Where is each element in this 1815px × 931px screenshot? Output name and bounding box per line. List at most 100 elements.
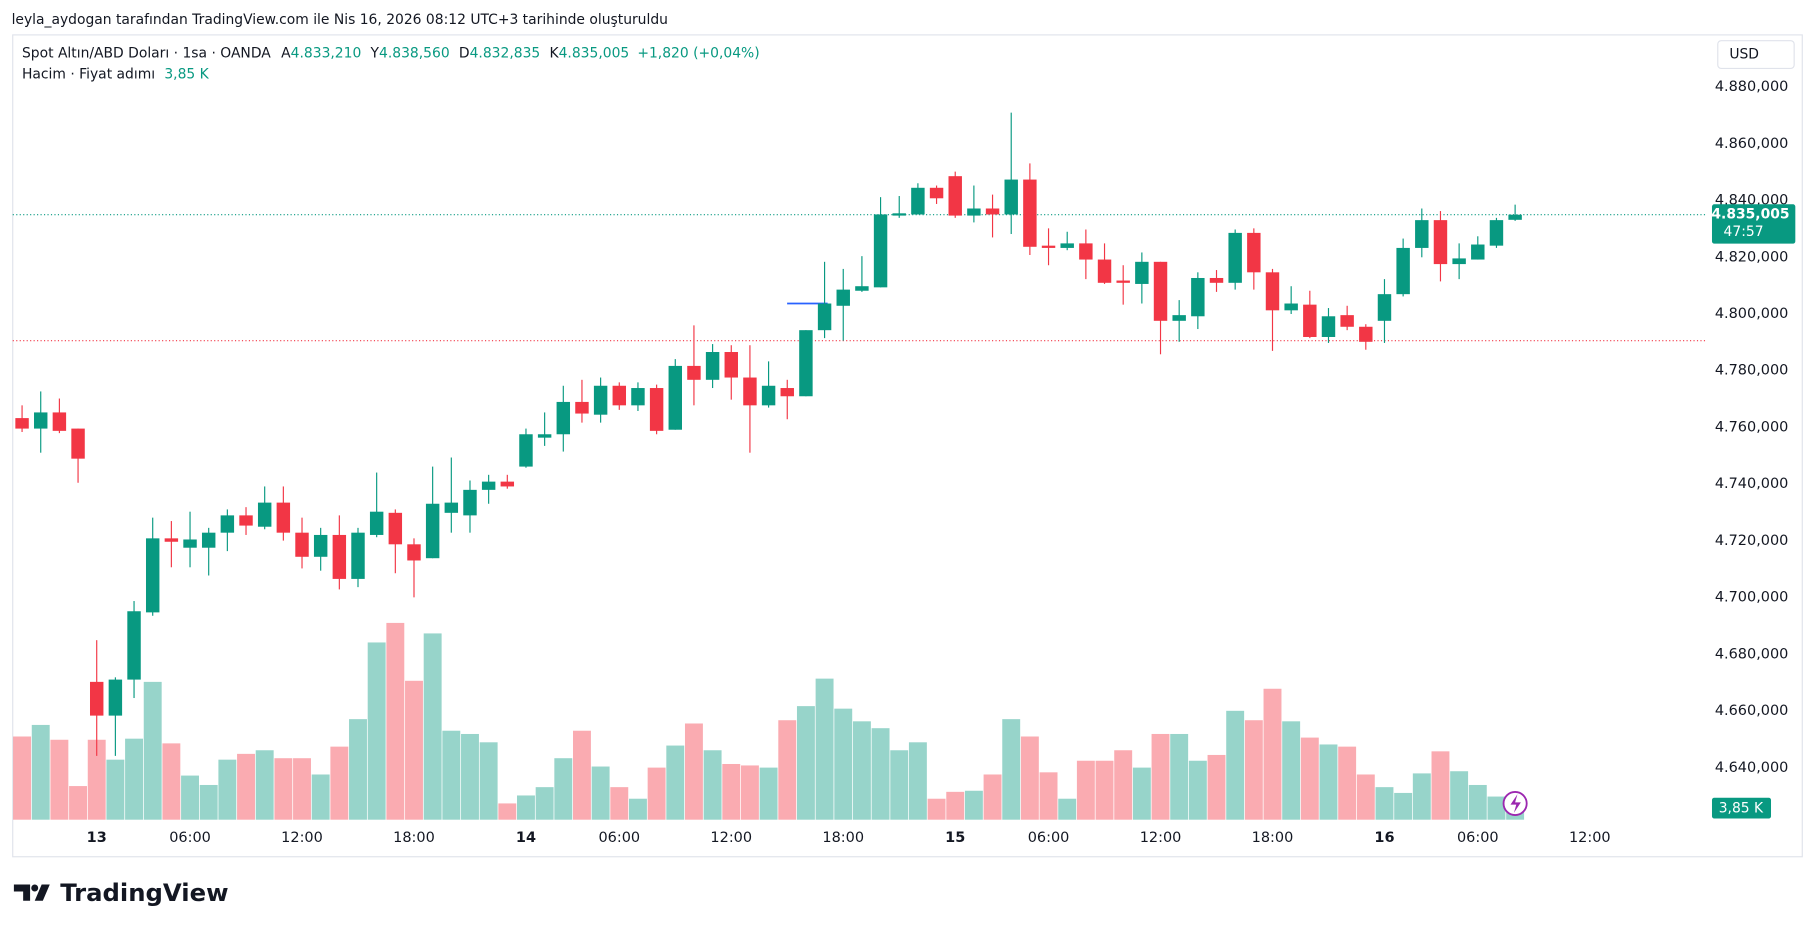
candle-body — [1191, 277, 1205, 317]
volume-bar — [237, 753, 255, 820]
candle-body — [500, 481, 515, 487]
candle-body — [1489, 220, 1504, 246]
candle-body — [855, 286, 869, 291]
legend: Spot Altın/ABD Doları · 1sa · OANDA A4.83… — [22, 45, 760, 82]
candle-body — [817, 303, 832, 331]
candle-body — [929, 187, 944, 199]
legend-key: A — [281, 45, 291, 61]
candle-body — [276, 502, 291, 533]
candle-body — [1284, 303, 1298, 311]
candle-body — [1433, 220, 1448, 265]
candle-body — [1041, 245, 1056, 248]
volume-bar — [1300, 737, 1319, 820]
volume-bar — [1095, 760, 1114, 820]
volume-bar — [927, 798, 946, 820]
candle-body — [1209, 277, 1224, 283]
candle-body — [1153, 261, 1168, 321]
volume-bar — [1020, 736, 1039, 820]
candle-body — [444, 502, 459, 513]
candle-body — [1396, 247, 1410, 295]
candle-body — [519, 434, 533, 467]
logo-text: TradingView — [60, 878, 228, 907]
volume-name: Hacim · Fiyat adımı — [22, 66, 155, 82]
candle-body — [668, 365, 682, 430]
candle-body — [537, 434, 552, 438]
volume-bar — [535, 787, 554, 820]
volume-bar — [946, 791, 965, 820]
candle-body — [257, 502, 272, 527]
candle-body — [220, 515, 235, 533]
candle-body — [1172, 315, 1186, 321]
volume-bar — [703, 750, 722, 820]
logo-mark — [13, 884, 50, 901]
price-badge — [1711, 204, 1796, 244]
volume-bar — [423, 633, 442, 820]
candle-body — [164, 538, 179, 542]
legend-name: Spot Altın/ABD Doları · 1sa · OANDA — [22, 45, 271, 61]
candle-body — [1023, 179, 1037, 247]
volume-bar — [1226, 710, 1245, 820]
x-tick-label: 14 — [516, 830, 536, 846]
x-tick-label: 12:00 — [1140, 830, 1182, 846]
currency: USD — [1729, 47, 1759, 63]
legend-key: K — [550, 45, 560, 61]
candle-body — [351, 532, 365, 579]
volume-bar — [498, 803, 517, 820]
volume-bar — [778, 720, 797, 820]
candle-body — [388, 512, 403, 545]
x-tick-label: 06:00 — [1457, 830, 1499, 846]
candle-body — [34, 412, 48, 429]
volume-bar — [162, 743, 181, 820]
candle-body — [1321, 316, 1336, 337]
candle-body — [593, 385, 608, 415]
candle-body — [967, 208, 981, 216]
currency-button[interactable] — [1717, 40, 1795, 70]
candle-body — [52, 412, 67, 431]
candle-body — [649, 388, 664, 431]
candle-body — [183, 539, 197, 548]
header: leyla_aydogan tarafından TradingView.com… — [12, 12, 668, 28]
candle-body — [724, 352, 738, 378]
legend-key: Y — [370, 45, 380, 61]
volume-bar — [1468, 784, 1487, 820]
candle-body — [799, 330, 813, 397]
legend-line: Spot Altın/ABD Doları · 1sa · OANDA A4.83… — [22, 45, 760, 61]
volume-bar — [908, 742, 927, 820]
volume-bar — [684, 723, 703, 820]
volume-bar — [1132, 767, 1151, 820]
x-tick-label: 06:00 — [169, 830, 211, 846]
y-tick-label: 4.780,000 — [1715, 363, 1789, 379]
candle-body — [892, 213, 906, 216]
volume-bar — [1394, 792, 1413, 820]
volume-bar — [1039, 772, 1058, 820]
candle-body — [127, 611, 141, 680]
candle-body — [1135, 261, 1149, 284]
volume-bar — [1058, 798, 1077, 820]
candle-body — [1247, 232, 1261, 273]
y-tick-label: 4.640,000 — [1715, 760, 1789, 776]
volume-bar — [815, 678, 834, 820]
volume-bar — [1356, 774, 1375, 820]
volume-bar — [181, 775, 199, 820]
candle-body — [1228, 232, 1242, 283]
volume-badge-value: 3,85 K — [1719, 801, 1764, 817]
volume-bar — [330, 746, 349, 820]
x-tick-label: 06:00 — [1028, 830, 1070, 846]
candle-body — [1116, 280, 1130, 283]
chart-frame — [12, 34, 1803, 858]
volume-bar — [852, 721, 871, 820]
candle-body — [108, 679, 123, 716]
candle-body — [1471, 244, 1485, 260]
candle-body — [1004, 179, 1018, 215]
y-tick-label: 4.760,000 — [1715, 419, 1789, 435]
x-tick-label: 18:00 — [1252, 830, 1294, 846]
candle-body — [1303, 304, 1317, 337]
candle-body — [15, 418, 29, 429]
price-badge-value: 4.835,005 — [1711, 207, 1789, 223]
alert-icon-bolt — [1510, 794, 1521, 813]
volume-bar — [1188, 760, 1207, 820]
volume-bar — [871, 728, 890, 820]
logo-dot — [31, 884, 39, 892]
volume-value: 3,85 K — [164, 66, 209, 82]
